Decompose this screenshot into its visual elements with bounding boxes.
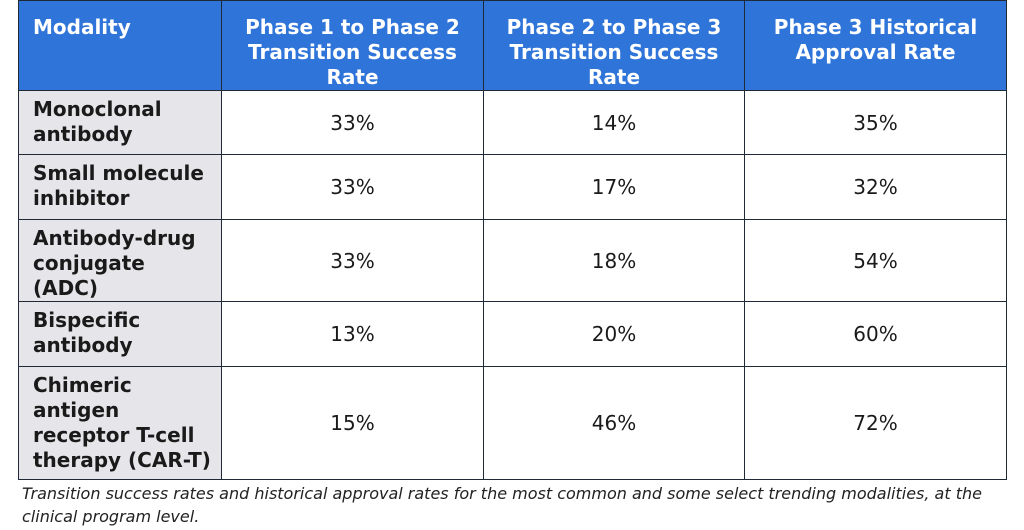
table-row: Monoclonal antibody 33% 14% 35%	[18, 90, 1007, 155]
phase3-approval-cell: 32%	[744, 154, 1007, 220]
phase2-to-phase3-cell: 18%	[483, 219, 745, 302]
phase2-to-phase3-cell: 46%	[483, 366, 745, 480]
header-phase2-to-phase3: Phase 2 to Phase 3 Transition Success Ra…	[483, 0, 745, 91]
phase1-to-phase2-cell: 15%	[221, 366, 484, 480]
table-row: Bispecific antibody 13% 20% 60%	[18, 301, 1007, 367]
phase3-approval-cell: 35%	[744, 90, 1007, 155]
modality-cell: Bispecific antibody	[18, 301, 222, 367]
modality-cell: Monoclonal antibody	[18, 90, 222, 155]
header-phase3-approval: Phase 3 Historical Approval Rate	[744, 0, 1007, 91]
phase2-to-phase3-cell: 17%	[483, 154, 745, 220]
phase1-to-phase2-cell: 33%	[221, 154, 484, 220]
header-phase1-to-phase2: Phase 1 to Phase 2 Transition Success Ra…	[221, 0, 484, 91]
phase1-to-phase2-cell: 33%	[221, 90, 484, 155]
modality-cell: Chimeric antigen receptor T-cell therapy…	[18, 366, 222, 480]
modality-cell: Antibody-drug conjugate (ADC)	[18, 219, 222, 302]
phase3-approval-cell: 54%	[744, 219, 1007, 302]
modality-cell: Small molecule inhibitor	[18, 154, 222, 220]
phase3-approval-cell: 60%	[744, 301, 1007, 367]
table-row: Chimeric antigen receptor T-cell therapy…	[18, 366, 1007, 480]
table-caption: Transition success rates and historical …	[22, 484, 982, 526]
header-modality: Modality	[18, 0, 222, 91]
phase1-to-phase2-cell: 13%	[221, 301, 484, 367]
phase2-to-phase3-cell: 20%	[483, 301, 745, 367]
table-header-row: Modality Phase 1 to Phase 2 Transition S…	[18, 0, 1007, 91]
phase2-to-phase3-cell: 14%	[483, 90, 745, 155]
table-row: Antibody-drug conjugate (ADC) 33% 18% 54…	[18, 219, 1007, 302]
success-rates-table: Modality Phase 1 to Phase 2 Transition S…	[18, 0, 1007, 480]
phase1-to-phase2-cell: 33%	[221, 219, 484, 302]
table-row: Small molecule inhibitor 33% 17% 32%	[18, 154, 1007, 220]
phase3-approval-cell: 72%	[744, 366, 1007, 480]
